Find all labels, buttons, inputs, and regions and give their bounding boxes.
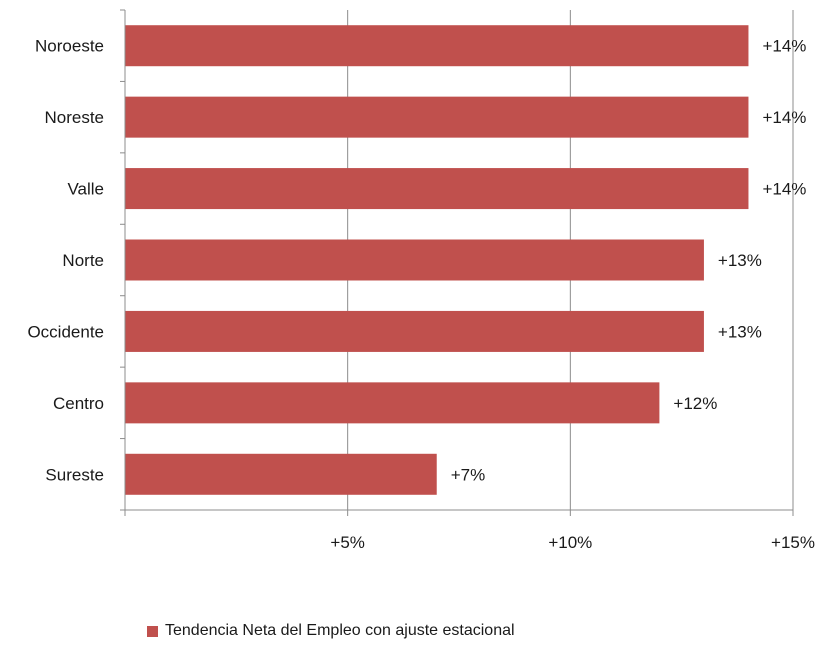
tick-labels: +5% +10% +15% <box>330 533 815 552</box>
bar <box>125 239 704 281</box>
axes <box>120 9 794 516</box>
legend: Tendencia Neta del Empleo con ajuste est… <box>147 622 515 640</box>
x-tick-label: +5% <box>330 533 365 552</box>
data-label: +13% <box>718 251 762 270</box>
legend-swatch <box>147 625 158 637</box>
bar <box>125 25 749 67</box>
bar-chart: Noroeste Noreste Valle Norte Occidente Centro… <box>27 9 815 552</box>
bar <box>125 168 749 210</box>
category-label: Centro <box>53 394 104 413</box>
legend-label: Tendencia Neta del Empleo con ajuste est… <box>165 622 515 639</box>
category-label: Noreste <box>44 108 104 127</box>
bar <box>125 382 660 424</box>
bar <box>125 310 704 352</box>
category-label: Noroeste <box>35 37 104 56</box>
bar <box>125 96 749 138</box>
data-labels: +14% +14% +14% +13% +13% +12% +7% <box>451 37 807 485</box>
data-label: +12% <box>673 394 717 413</box>
category-label: Sureste <box>45 465 104 484</box>
x-tick-label: +10% <box>548 533 592 552</box>
data-label: +14% <box>762 108 806 127</box>
category-label: Occidente <box>27 322 104 341</box>
category-label: Valle <box>67 180 104 199</box>
category-label: Norte <box>62 251 104 270</box>
category-labels: Noroeste Noreste Valle Norte Occidente Centro… <box>27 37 104 485</box>
data-label: +7% <box>451 465 486 484</box>
bar <box>125 453 437 495</box>
bars <box>125 25 749 495</box>
data-label: +13% <box>718 322 762 341</box>
x-tick-label: +15% <box>771 533 815 552</box>
data-label: +14% <box>762 37 806 56</box>
data-label: +14% <box>762 180 806 199</box>
